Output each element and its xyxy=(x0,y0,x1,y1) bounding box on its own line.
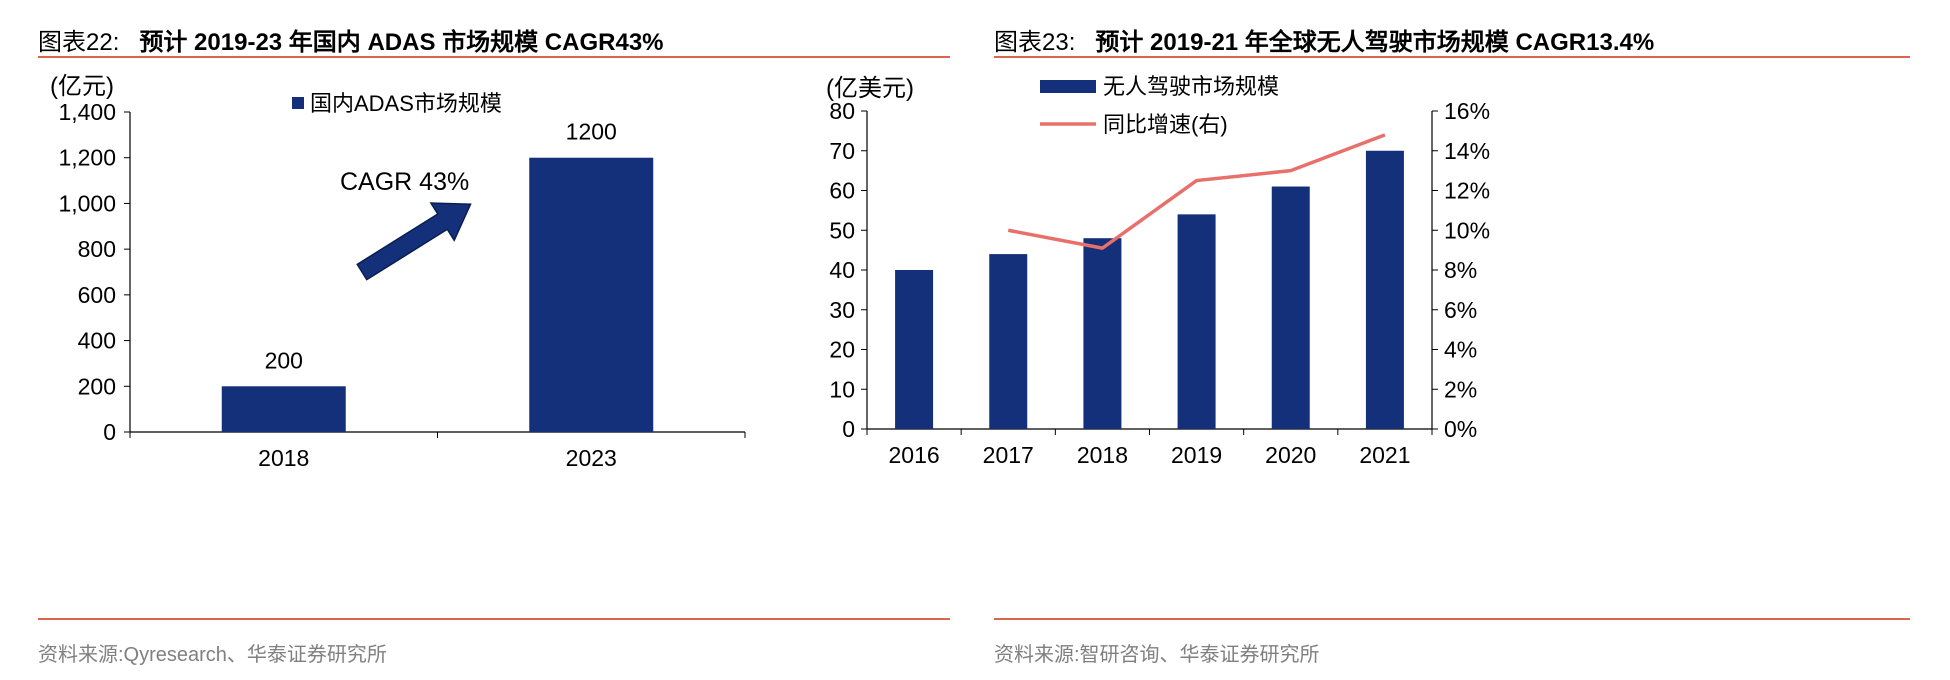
y2-tick-label: 16% xyxy=(1444,98,1490,124)
x-tick-label: 2018 xyxy=(1077,442,1128,468)
left-chart-title: 图表22: 预计 2019-23 年国内 ADAS 市场规模 CAGR43% xyxy=(38,22,664,57)
left-title-rule xyxy=(38,56,950,58)
x-tick-label: 2023 xyxy=(566,445,617,471)
arrow-shape xyxy=(356,202,472,281)
bar-2019 xyxy=(1177,214,1216,429)
bar-2017 xyxy=(989,254,1028,429)
right-chart-title: 图表23: 预计 2019-21 年全球无人驾驶市场规模 CAGR13.4% xyxy=(994,22,1654,57)
y-tick-label: 20 xyxy=(829,337,855,363)
data-label-2018: 200 xyxy=(265,347,303,373)
right-title-main: 预计 2019-21 年全球无人驾驶市场规模 CAGR13.4% xyxy=(1095,29,1655,56)
data-label-2023: 1200 xyxy=(566,119,617,145)
bar-2021 xyxy=(1365,150,1404,429)
x-tick-label: 2019 xyxy=(1171,442,1222,468)
y2-tick-label: 14% xyxy=(1444,138,1490,164)
legend-label-line: 同比增速(右) xyxy=(1103,112,1228,137)
y2-tick-label: 6% xyxy=(1444,297,1477,323)
y2-tick-label: 2% xyxy=(1444,376,1477,402)
cagr-arrow xyxy=(356,202,472,281)
y-tick-label: 70 xyxy=(829,138,855,164)
y-axis-unit-label: (亿美元) xyxy=(826,75,914,102)
bar-2020 xyxy=(1271,186,1310,429)
y-tick-label: 600 xyxy=(78,282,116,308)
y2-tick-label: 10% xyxy=(1444,217,1490,243)
legend-swatch-bar xyxy=(1040,80,1096,93)
left-title-main: 预计 2019-23 年国内 ADAS 市场规模 CAGR43% xyxy=(139,29,664,56)
legend-label-bar: 无人驾驶市场规模 xyxy=(1103,74,1279,99)
right-bottom-rule xyxy=(994,618,1910,620)
y-axis-unit-label: (亿元) xyxy=(50,73,114,100)
y-tick-label: 30 xyxy=(829,297,855,323)
y2-tick-label: 4% xyxy=(1444,337,1477,363)
legend-swatch xyxy=(292,97,304,109)
right-title-prefix: 图表23: xyxy=(994,29,1076,56)
y-tick-label: 80 xyxy=(829,98,855,124)
y-tick-label: 10 xyxy=(829,376,855,402)
left-bottom-rule xyxy=(38,618,950,620)
y-tick-label: 400 xyxy=(78,328,116,354)
bar-2018 xyxy=(1083,238,1122,429)
right-source: 资料来源:智研咨询、华泰证券研究所 xyxy=(994,644,1320,666)
x-tick-label: 2018 xyxy=(258,445,309,471)
right-title-rule xyxy=(994,56,1910,58)
y-tick-label: 40 xyxy=(829,257,855,283)
bar-2023 xyxy=(529,157,654,432)
left-chart: (亿元) 0 200 400 600 800 1,000 1,200 1,400 200 2018 1… xyxy=(50,73,746,471)
x-tick-label: 2016 xyxy=(888,442,939,468)
y-tick-label: 1,200 xyxy=(58,145,116,171)
x-tick-label: 2020 xyxy=(1265,442,1316,468)
y2-tick-label: 8% xyxy=(1444,257,1477,283)
y2-tick-label: 0% xyxy=(1444,416,1477,442)
left-source: 资料来源:Qyresearch、华泰证券研究所 xyxy=(38,644,387,666)
y-tick-label: 1,000 xyxy=(58,190,116,216)
x-tick-label: 2017 xyxy=(983,442,1034,468)
y-tick-label: 800 xyxy=(78,236,116,262)
y-tick-label: 60 xyxy=(829,178,855,204)
bar-2018 xyxy=(221,386,346,432)
cagr-annotation: CAGR 43% xyxy=(340,168,469,196)
y-tick-label: 50 xyxy=(829,217,855,243)
y-tick-label: 1,400 xyxy=(58,99,116,125)
legend-label: 国内ADAS市场规模 xyxy=(310,91,502,116)
right-chart: (亿美元) 0 10 20 30 40 50 60 70 80 0% 2% 4% 6% 8% 10% 12% 14… xyxy=(826,74,1490,468)
right-panel: 图表23: 预计 2019-21 年全球无人驾驶市场规模 CAGR13.4% (… xyxy=(826,0,1950,680)
left-title-prefix: 图表22: xyxy=(38,29,120,56)
y-tick-label: 200 xyxy=(78,373,116,399)
growth-rate-line xyxy=(1007,133,1386,250)
y-tick-label: 0 xyxy=(103,419,116,445)
bar-2016 xyxy=(895,270,934,429)
left-panel: 图表22: 预计 2019-23 年国内 ADAS 市场规模 CAGR43% (… xyxy=(0,0,950,680)
x-tick-label: 2021 xyxy=(1359,442,1410,468)
y2-tick-label: 12% xyxy=(1444,178,1490,204)
y-tick-label: 0 xyxy=(842,416,855,442)
